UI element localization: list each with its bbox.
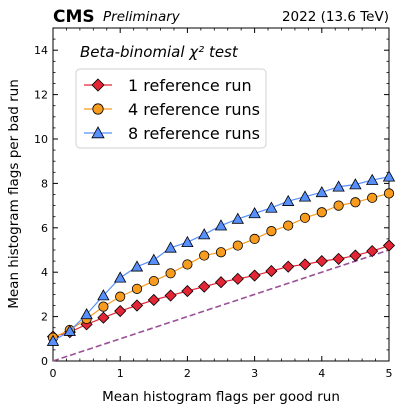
- y-tick-label: 2: [41, 311, 48, 324]
- y-tick-label: 10: [34, 133, 48, 146]
- data-point-triangle: [298, 190, 312, 202]
- data-point-triangle: [130, 260, 144, 272]
- data-point-diamond: [114, 304, 127, 318]
- data-point-diamond: [248, 269, 261, 282]
- x-tick-label: 5: [386, 367, 393, 380]
- status-label: Preliminary: [103, 9, 181, 25]
- legend-marker-triangle: [91, 126, 105, 139]
- legend-label: 4 reference runs: [128, 100, 260, 119]
- reference-line: [52, 249, 390, 362]
- data-point-diamond: [298, 258, 312, 271]
- legend: 1 reference run 4 reference runs 8 referen…: [75, 68, 267, 149]
- data-point-circle: [283, 220, 294, 231]
- series-layer: [46, 170, 396, 362]
- data-point-circle: [131, 283, 143, 294]
- data-point-diamond: [181, 285, 194, 298]
- data-point-triangle: [181, 235, 194, 248]
- y-axis-title: Mean histogram flags per bad run: [6, 79, 22, 309]
- y-tick-label: 14: [34, 44, 48, 57]
- x-tick-label: 1: [117, 367, 124, 380]
- data-point-triangle: [349, 178, 362, 190]
- data-point-circle: [232, 240, 243, 251]
- data-point-diamond: [97, 311, 110, 324]
- data-point-triangle: [332, 180, 345, 192]
- data-point-triangle: [366, 173, 379, 185]
- data-point-diamond: [366, 245, 379, 258]
- data-point-diamond: [265, 265, 278, 278]
- data-point-diamond: [282, 260, 295, 273]
- data-point-triangle: [97, 289, 110, 301]
- x-tick-label: 0: [50, 367, 57, 380]
- data-point-triangle: [198, 228, 211, 240]
- data-point-triangle: [231, 212, 244, 224]
- y-tick-label: 4: [41, 266, 48, 279]
- x-tick-label: 3: [251, 367, 258, 380]
- data-point-circle: [148, 275, 159, 287]
- data-point-circle: [350, 197, 361, 208]
- data-point-triangle: [46, 334, 60, 346]
- data-point-diamond: [332, 252, 345, 265]
- data-point-triangle: [382, 170, 396, 182]
- data-point-circle: [249, 233, 260, 244]
- data-point-diamond: [382, 239, 396, 252]
- legend-label: 1 reference run: [128, 76, 252, 95]
- data-point-diamond: [214, 276, 228, 289]
- data-point-circle: [115, 291, 126, 302]
- experiment-label: CMS: [53, 7, 95, 27]
- data-point-circle: [333, 200, 344, 211]
- data-point-circle: [98, 301, 109, 312]
- data-point-diamond: [315, 255, 328, 268]
- data-point-circle: [165, 268, 176, 279]
- run-info-label: 2022 (13.6 TeV): [282, 9, 389, 25]
- data-point-triangle: [214, 219, 228, 231]
- data-point-triangle: [265, 201, 278, 213]
- data-point-diamond: [130, 299, 144, 312]
- legend-marker-circle: [92, 103, 104, 115]
- data-point-triangle: [63, 324, 76, 336]
- x-axis-title: Mean histogram flags per good run: [102, 389, 340, 405]
- data-point-diamond: [349, 249, 362, 262]
- x-tick-label: 2: [184, 367, 191, 380]
- x-tick-label: 4: [318, 367, 325, 380]
- data-point-circle: [215, 247, 227, 258]
- y-tick-label: 0: [41, 355, 48, 368]
- legend-box: [75, 68, 267, 149]
- data-point-circle: [316, 207, 327, 218]
- data-point-circle: [199, 250, 210, 261]
- data-point-circle: [367, 192, 378, 203]
- data-point-circle: [182, 259, 193, 270]
- data-point-triangle: [114, 271, 127, 283]
- data-point-circle: [299, 212, 311, 223]
- test-annotation: Beta-binomial χ² test: [80, 43, 239, 61]
- data-point-diamond: [231, 272, 244, 285]
- y-tick-label: 6: [41, 222, 48, 235]
- data-point-triangle: [248, 207, 261, 219]
- data-point-triangle: [315, 185, 328, 198]
- legend-label: 8 reference runs: [128, 124, 260, 143]
- legend-marker-diamond: [91, 78, 105, 92]
- data-point-triangle: [80, 308, 93, 320]
- data-point-triangle: [147, 253, 160, 265]
- data-point-diamond: [164, 289, 177, 302]
- y-tick-label: 12: [34, 89, 48, 102]
- data-point-diamond: [147, 293, 160, 307]
- y-tick-label: 8: [41, 177, 48, 190]
- data-point-circle: [383, 188, 395, 199]
- data-point-diamond: [198, 280, 211, 293]
- data-point-circle: [266, 226, 277, 237]
- data-point-triangle: [282, 194, 295, 206]
- data-point-triangle: [164, 241, 177, 253]
